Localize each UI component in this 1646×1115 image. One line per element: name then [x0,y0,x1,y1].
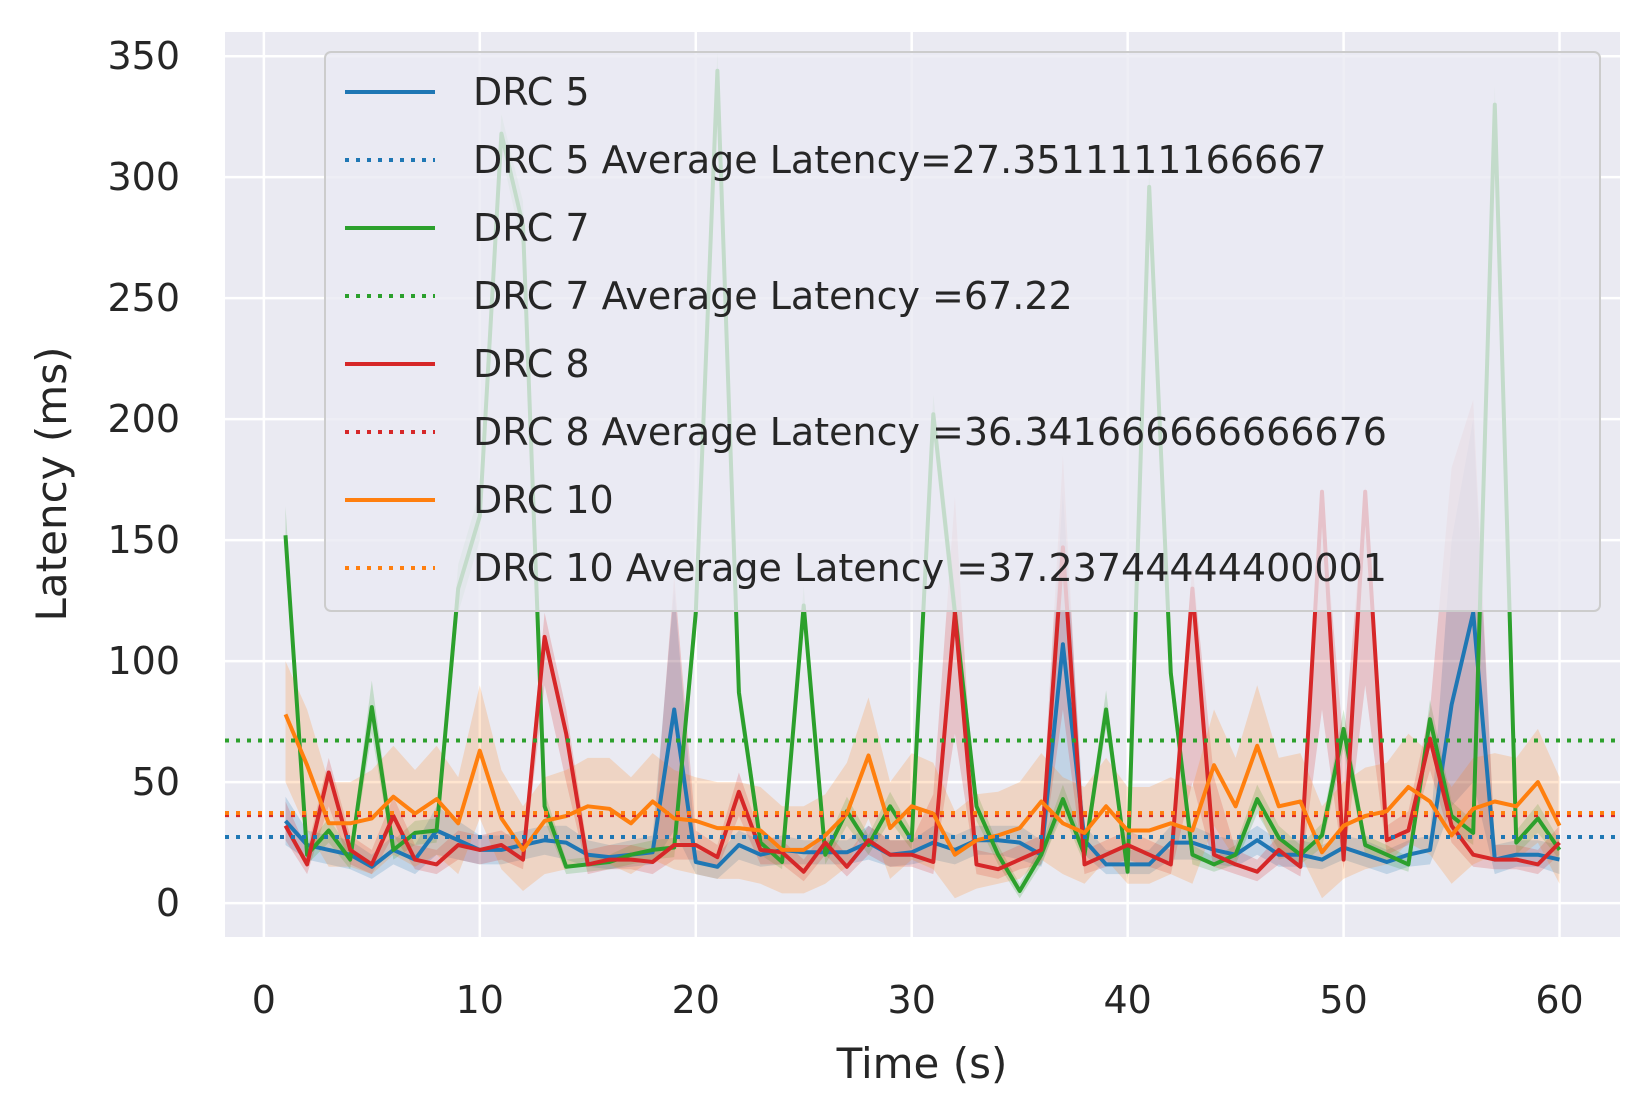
x-tick-labels: 0 10 20 30 40 50 60 [252,978,1584,1022]
y-tick-label: 250 [107,276,180,320]
series-line [283,713,1562,857]
y-axis-label: Latency (ms) [27,347,76,622]
series-line [284,610,1560,869]
x-tick-label: 40 [1103,978,1151,1022]
legend-entry: DRC 5 [473,70,590,114]
x-axis-label: Time (s) [836,1039,1008,1088]
legend-entry: DRC 10 Average Latency =37.2374444440000… [473,546,1387,590]
legend-entry: DRC 10 [473,478,614,522]
x-tick-label: 60 [1535,978,1583,1022]
legend-entry: DRC 7 Average Latency =67.22 [473,274,1073,318]
legend: DRC 5 DRC 5 Average Latency=27.3511111166… [324,51,1601,612]
series-line [283,489,1561,874]
y-tick-label: 100 [107,639,180,683]
y-tick-label: 350 [107,34,180,78]
y-tick-label: 0 [156,881,180,925]
legend-entry: DRC 8 [473,342,590,386]
y-tick-label: 300 [107,155,180,199]
x-tick-label: 20 [672,978,720,1022]
x-tick-label: 10 [456,978,504,1022]
y-tick-label: 150 [107,518,180,562]
legend-entry: DRC 5 Average Latency=27.3511111166667 [473,138,1327,182]
x-tick-label: 50 [1319,978,1367,1022]
average-lines [225,738,1620,839]
legend-entry: DRC 8 Average Latency =36.34166666666667… [473,410,1387,454]
y-tick-label: 50 [132,760,180,804]
legend-frame [324,51,1601,612]
legend-entry: DRC 7 [473,206,590,250]
y-tick-labels: 0 50 100 150 200 250 300 350 [107,34,180,925]
x-tick-label: 0 [252,978,276,1022]
y-tick-label: 200 [107,397,180,441]
x-tick-label: 30 [888,978,936,1022]
